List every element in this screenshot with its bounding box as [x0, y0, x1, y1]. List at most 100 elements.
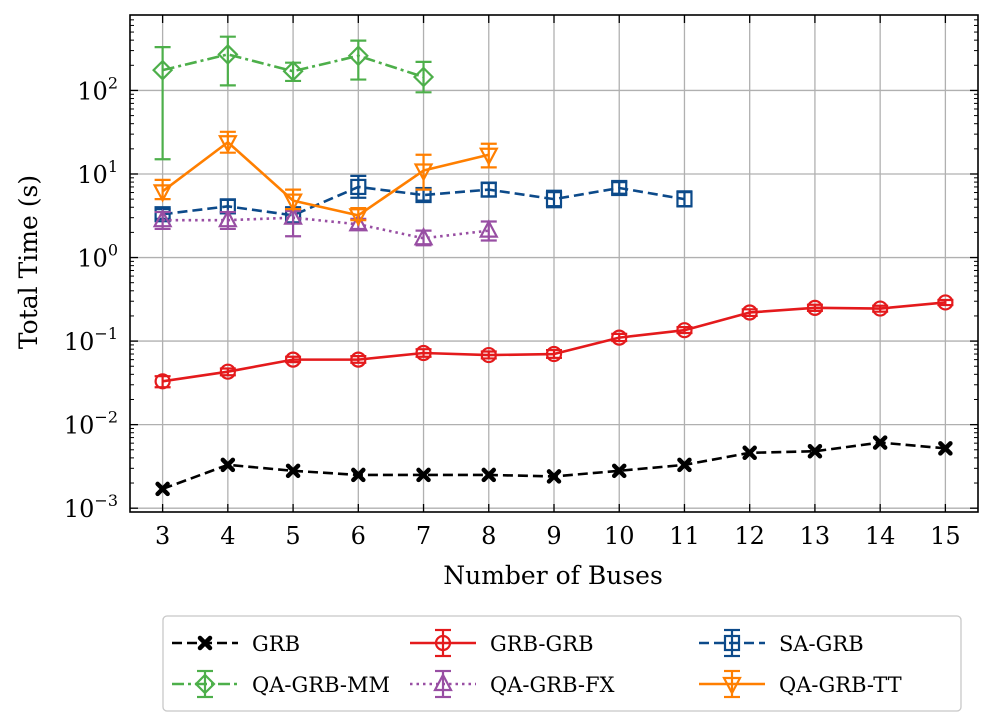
data-point-grb-stroke	[546, 469, 562, 484]
data-point-grb-stroke	[742, 445, 757, 461]
data-point-grb	[481, 467, 497, 483]
y-axis-label: Total Time (s)	[14, 175, 43, 349]
x-tick-label: 15	[930, 522, 961, 550]
data-point-qa-grb-tt	[413, 163, 434, 182]
legend-marker	[434, 634, 452, 652]
data-point-grb-grb	[350, 351, 367, 368]
data-point-grb	[155, 481, 170, 497]
data-point-grb-grb	[154, 373, 171, 390]
data-point-grb-grb	[676, 322, 693, 339]
data-point-grb	[742, 445, 757, 461]
data-point-grb-grb	[480, 346, 497, 364]
data-point-qa-grb-fx	[413, 226, 434, 246]
data-point-qa-grb-tt	[283, 193, 303, 212]
data-point-qa-grb-mm	[412, 66, 435, 88]
data-point-grb-stroke	[807, 444, 823, 459]
legend-label: QA-GRB-MM	[252, 673, 390, 697]
data-point-grb-stroke	[481, 467, 497, 483]
data-point-grb-stroke	[351, 467, 366, 483]
series-line-sa-grb	[162, 185, 685, 217]
data-point-qa-grb-fx	[348, 212, 369, 232]
y-tick-label: 102	[77, 73, 118, 105]
legend-item-sa-grb: SA-GRB	[699, 628, 864, 658]
x-tick-label: 5	[285, 522, 300, 550]
series-qa-grb-mm	[152, 35, 435, 161]
legend-marker-stroke	[197, 635, 213, 651]
data-point-grb	[807, 444, 823, 459]
series-line-qa-grb-fx	[162, 216, 489, 240]
data-point-grb	[677, 457, 692, 473]
legend-label: QA-GRB-FX	[490, 673, 615, 697]
data-point-grb-grb	[219, 363, 236, 380]
legend: GRB GRB-GRB SA-GRB QA-GRB-MM QA-GRB-FX QA-GRB…	[162, 615, 962, 712]
data-point-grb	[872, 435, 888, 450]
data-point-grb-stroke	[872, 435, 888, 450]
data-point-grb	[220, 457, 236, 473]
x-tick-label: 12	[734, 522, 765, 550]
data-point-qa-grb-mm	[282, 60, 304, 82]
legend-item-qa-grb-tt: QA-GRB-TT	[699, 669, 902, 699]
legend-item-qa-grb-mm: QA-GRB-MM	[172, 669, 390, 699]
legend-item-grb-grb: GRB-GRB	[410, 628, 594, 658]
x-tick-label: 7	[416, 522, 431, 550]
data-point-grb-stroke	[220, 457, 236, 473]
x-tick-label: 8	[481, 522, 496, 550]
data-point-grb-stroke	[677, 457, 692, 473]
data-point-qa-grb-tt	[478, 147, 499, 167]
x-tick-label: 14	[865, 522, 896, 550]
y-tick-label: 101	[77, 157, 118, 189]
data-point-grb	[285, 463, 301, 479]
legend-label: GRB	[252, 632, 300, 656]
data-point-grb-grb	[806, 299, 824, 316]
series-sa-grb	[154, 174, 693, 224]
data-point-qa-grb-tt	[152, 184, 173, 203]
data-point-grb	[416, 467, 431, 483]
data-point-grb-stroke	[155, 481, 170, 497]
data-point-grb-stroke	[611, 463, 627, 479]
series-qa-grb-tt	[152, 130, 499, 227]
legend-label: SA-GRB	[779, 632, 864, 656]
legend-item-grb: GRB	[172, 632, 300, 656]
x-tick-label: 13	[800, 522, 831, 550]
data-point-qa-grb-fx	[478, 219, 499, 238]
data-point-grb	[611, 463, 627, 479]
legend-marker	[722, 676, 742, 696]
data-point-sa-grb	[611, 179, 628, 197]
legend-marker	[433, 672, 453, 692]
y-tick-label: 10−2	[64, 408, 118, 440]
x-tick-label: 6	[351, 522, 366, 550]
data-point-grb-grb	[611, 329, 628, 346]
legend-frame	[162, 615, 962, 712]
y-tick-label: 100	[77, 241, 118, 273]
data-point-grb-grb	[284, 351, 302, 368]
data-point-qa-grb-fx	[218, 208, 238, 228]
data-point-qa-grb-mm	[217, 43, 239, 65]
grid-lines	[130, 15, 978, 512]
data-point-grb-stroke	[416, 467, 431, 483]
data-point-qa-grb-mm	[152, 59, 174, 81]
data-point-grb	[546, 469, 562, 484]
x-tick-label: 3	[155, 522, 170, 550]
axes: 3 4 5 6 7 8 9 10 11 12 13 14 15 10−3 10−2 10−1 100 101 102	[64, 14, 979, 550]
data-point-grb-stroke	[285, 463, 301, 479]
y-tick-label: 10−3	[64, 491, 118, 523]
series-layer	[152, 35, 954, 497]
legend-item-qa-grb-fx: QA-GRB-FX	[410, 669, 615, 699]
x-tick-label: 10	[604, 522, 635, 550]
legend-label: QA-GRB-TT	[779, 673, 902, 697]
legend-label: GRB-GRB	[490, 632, 594, 656]
data-point-qa-grb-fx	[152, 208, 173, 228]
series-qa-grb-fx	[152, 206, 499, 247]
data-point-sa-grb	[545, 191, 563, 208]
x-tick-label: 9	[546, 522, 561, 550]
series-line-qa-grb-tt	[161, 140, 490, 217]
data-point-grb-grb	[415, 344, 432, 362]
data-point-grb-grb	[872, 300, 889, 317]
x-tick-label: 4	[220, 522, 235, 550]
data-point-grb	[938, 441, 953, 456]
data-point-grb-stroke	[938, 441, 953, 456]
data-point-grb-grb	[741, 304, 758, 321]
data-point-qa-grb-tt	[218, 135, 238, 154]
series-line-qa-grb-mm	[162, 53, 424, 79]
